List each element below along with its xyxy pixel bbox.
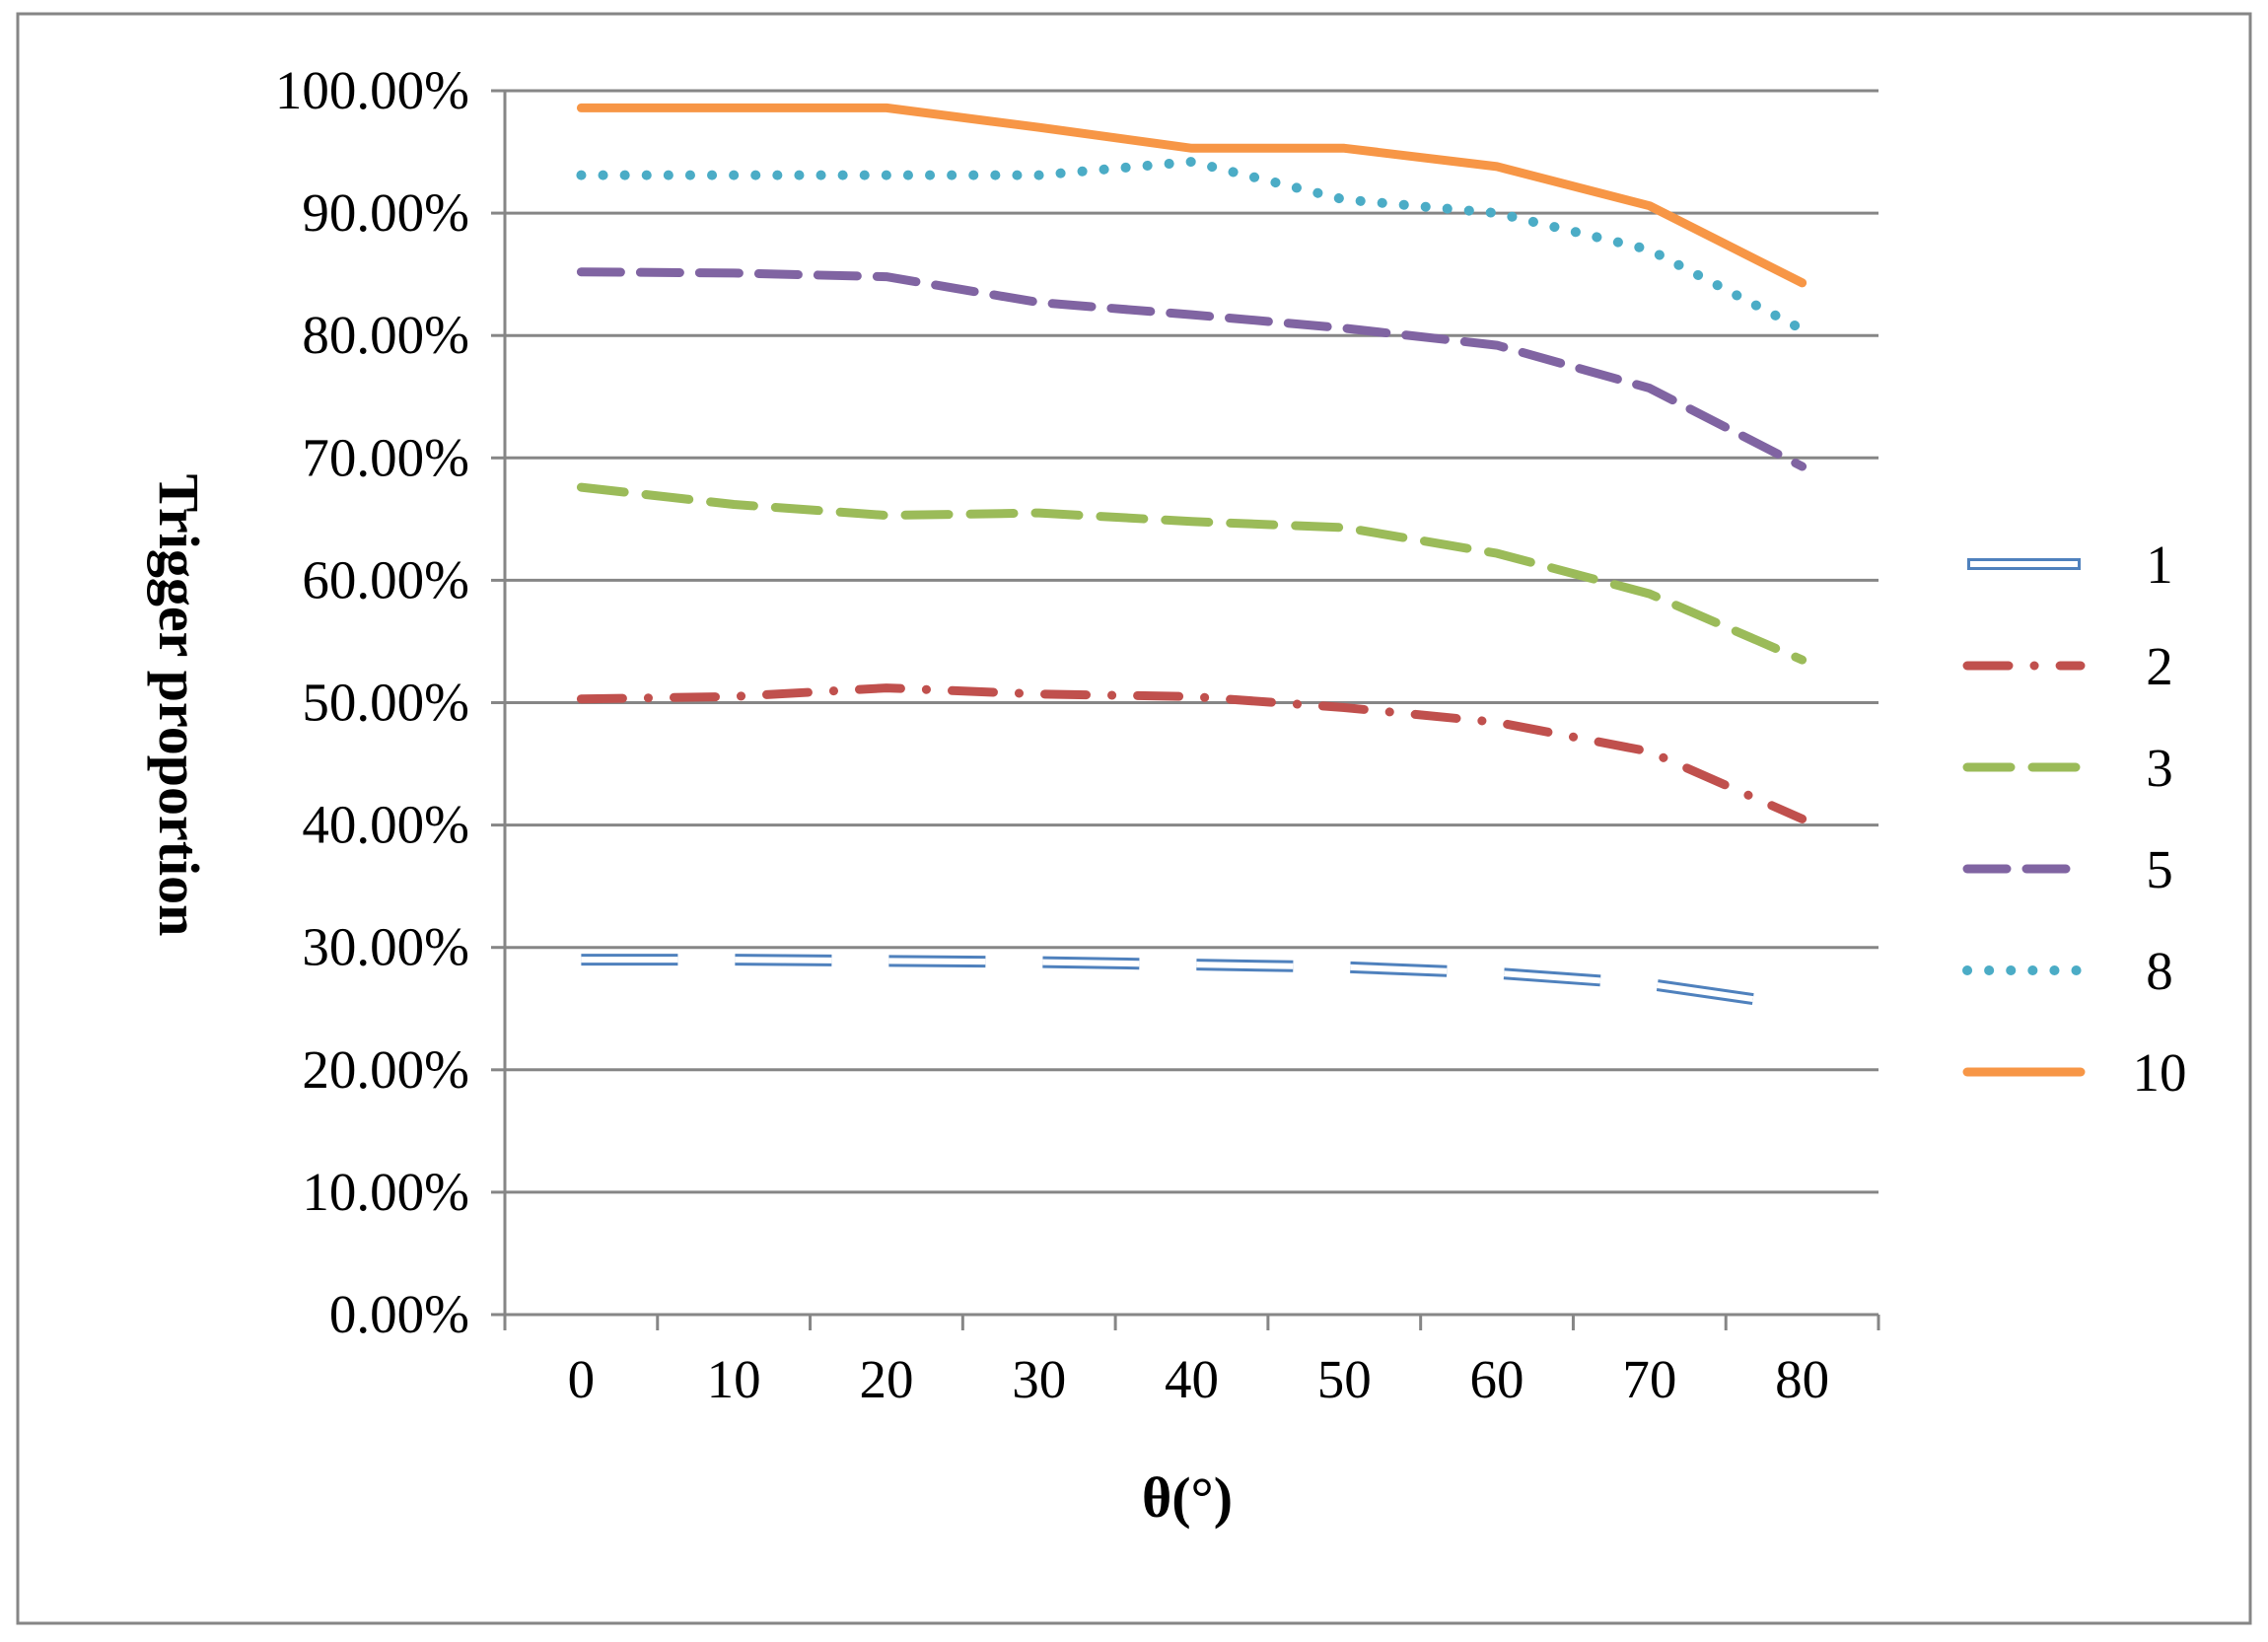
- legend-label: 8: [2146, 941, 2173, 1001]
- y-tick-label: 60.00%: [302, 549, 469, 609]
- legend-item-3: 3: [1962, 738, 2173, 798]
- x-tick-label: 10: [707, 1349, 761, 1409]
- y-tick-label: 30.00%: [302, 917, 469, 977]
- series-lines: [576, 103, 1807, 1013]
- axes: [491, 89, 1880, 1330]
- y-tick-label: 80.00%: [302, 305, 469, 365]
- legend-item-2: 2: [1962, 636, 2173, 696]
- x-tick-label: 70: [1622, 1349, 1676, 1409]
- x-tick-labels: 0 10 20 30 40 50 60 70 80: [568, 1349, 1829, 1409]
- series-8: [576, 157, 1807, 334]
- legend-item-1: 1: [1967, 535, 2173, 595]
- series-2: [576, 683, 1807, 823]
- legend-label: 1: [2146, 535, 2173, 595]
- x-tick-label: 0: [568, 1349, 596, 1409]
- series-1: [581, 954, 1804, 1013]
- series-line-10: [576, 103, 1807, 288]
- y-tick-label: 20.00%: [302, 1039, 469, 1100]
- series-5: [576, 267, 1807, 471]
- x-tick-label: 40: [1165, 1349, 1219, 1409]
- legend-label: 10: [2133, 1042, 2187, 1103]
- y-tick-label: 100.00%: [275, 60, 469, 120]
- x-tick-label: 30: [1012, 1349, 1066, 1409]
- y-tick-labels: 0.00% 10.00% 20.00% 30.00% 40.00% 50.00% 60.00…: [275, 60, 469, 1344]
- chart-frame: [16, 12, 2252, 1625]
- y-tick-label: 40.00%: [302, 795, 469, 855]
- x-tick-label: 80: [1775, 1349, 1829, 1409]
- legend-label: 3: [2146, 738, 2173, 798]
- series-line-5: [576, 267, 1807, 471]
- legend-label: 5: [2146, 839, 2173, 899]
- x-tick-label: 50: [1317, 1349, 1372, 1409]
- y-tick-label: 50.00%: [302, 673, 469, 733]
- series-line-1-inner: [581, 957, 1804, 1010]
- y-axis-label: Trigger proportion: [147, 474, 211, 937]
- y-tick-label: 0.00%: [329, 1284, 469, 1344]
- legend-item-5: 5: [1962, 839, 2173, 899]
- series-line-8: [576, 157, 1807, 334]
- series-3: [576, 482, 1807, 665]
- y-tick-label: 70.00%: [302, 427, 469, 487]
- series-line-2: [576, 683, 1807, 823]
- x-tick-label: 20: [859, 1349, 913, 1409]
- x-axis-label: θ(°): [1142, 1465, 1233, 1530]
- y-tick-label: 10.00%: [302, 1162, 469, 1222]
- x-tick-label: 60: [1470, 1349, 1524, 1409]
- legend-label: 2: [2146, 636, 2173, 696]
- series-10: [576, 103, 1807, 288]
- y-tick-label: 90.00%: [302, 182, 469, 243]
- legend: 1 2 3 5 8 10: [1962, 535, 2187, 1103]
- grid-lines: [505, 89, 1878, 1194]
- legend-item-8: 8: [1962, 941, 2173, 1001]
- legend-item-10: 10: [1962, 1042, 2187, 1103]
- series-line-3: [576, 482, 1807, 665]
